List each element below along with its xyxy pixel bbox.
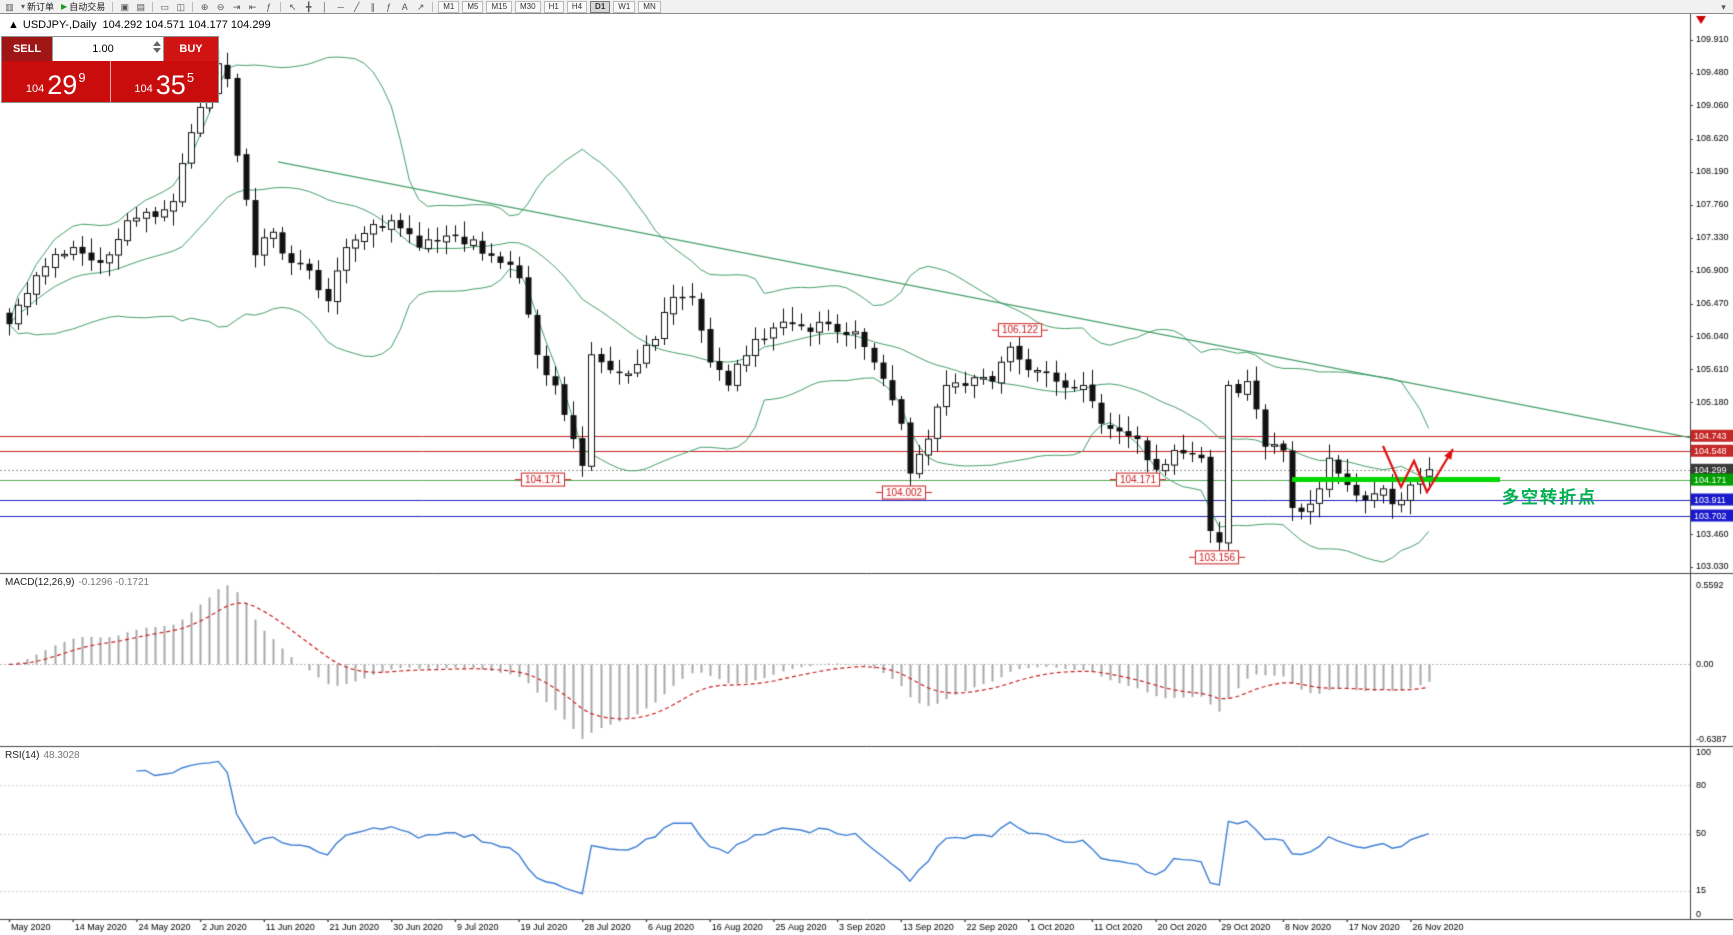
- rsi-name: RSI(14): [5, 750, 40, 761]
- sell-button[interactable]: SELL: [2, 37, 52, 61]
- crosshair-icon[interactable]: ╋: [301, 0, 316, 13]
- chart-shift-icon[interactable]: ⇤: [245, 0, 260, 13]
- zoom-in-icon[interactable]: ⊕: [197, 0, 212, 13]
- timeframe-d1-button[interactable]: D1: [590, 0, 611, 13]
- tile-windows-icon[interactable]: ◫: [173, 0, 188, 13]
- new-order-button-label: 新订单: [27, 2, 55, 12]
- profiles-icon[interactable]: ▤: [133, 0, 148, 13]
- volume-stepper: [52, 37, 164, 61]
- symbol-name: USDJPY-,Daily: [22, 19, 97, 31]
- buy-button[interactable]: BUY: [164, 37, 218, 61]
- timeframe-w1-button[interactable]: W1: [613, 0, 636, 13]
- arrow-object-icon[interactable]: ↗: [413, 0, 428, 13]
- autotrading-button-label: 自动交易: [69, 2, 106, 12]
- timeframe-m30-button[interactable]: M30: [515, 0, 541, 13]
- buy-price-prefix: 104: [134, 83, 153, 95]
- rsi-indicator-label: RSI(14) 48.3028: [5, 750, 80, 761]
- symbol-arrow-icon: ▲: [8, 19, 19, 31]
- autotrading-button[interactable]: ▶ 自动交易: [58, 0, 108, 13]
- timeframe-mn-button[interactable]: MN: [638, 0, 661, 13]
- auto-scroll-icon[interactable]: ⇥: [229, 0, 244, 13]
- macd-name: MACD(12,26,9): [5, 577, 75, 588]
- autotrading-icon: ▶: [61, 2, 68, 11]
- new-chart-icon[interactable]: ▣: [117, 0, 132, 13]
- sell-price-prefix: 104: [25, 83, 45, 95]
- sell-price-display[interactable]: 104 29 9: [2, 61, 111, 102]
- trade-prices-row: 104 29 9 104 35 5: [2, 61, 218, 102]
- cascade-windows-icon[interactable]: ▭: [157, 0, 172, 13]
- indicators-icon[interactable]: ƒ: [261, 0, 276, 13]
- rsi-value: 48.3028: [43, 750, 80, 761]
- volume-spinner: [151, 39, 162, 55]
- buy-price-display[interactable]: 104 35 5: [110, 61, 218, 102]
- toolbar-separator: [192, 1, 194, 12]
- cursor-icon[interactable]: ↖: [285, 0, 300, 13]
- buy-price-big: 35: [155, 70, 186, 100]
- chart-window-icon[interactable]: ▥: [2, 0, 17, 13]
- toolbar-separator: [432, 1, 434, 12]
- volume-increase-button[interactable]: [152, 41, 161, 46]
- macd-values: -0.1296 -0.1721: [78, 577, 150, 588]
- zoom-out-icon[interactable]: ⊖: [213, 0, 228, 13]
- toolbar: ▥ ▾ 新订单 ▶ 自动交易 ▣ ▤ ▭ ◫ ⊕ ⊖ ⇥ ⇤ ƒ ↖ ╋ │ ─ ╱ ∥ ƒ A ↗ M1 M5 M15 M30 H1…: [0, 0, 1733, 14]
- volume-decrease-button[interactable]: [152, 48, 161, 53]
- equidistant-channel-icon[interactable]: ∥: [365, 0, 380, 13]
- text-label-icon[interactable]: A: [397, 0, 412, 13]
- toolbar-separator: [280, 1, 282, 12]
- buy-price-sup: 5: [186, 70, 195, 85]
- new-order-icon: ▾: [21, 2, 26, 11]
- timeframe-m5-button[interactable]: M5: [462, 0, 484, 13]
- fibonacci-icon[interactable]: ƒ: [381, 0, 396, 13]
- toolbar-separator: [112, 1, 114, 12]
- pivot-annotation: 多空转折点: [1502, 488, 1597, 507]
- timeframe-m15-button[interactable]: M15: [486, 0, 513, 13]
- timeframe-m1-button[interactable]: M1: [438, 0, 460, 13]
- new-order-button[interactable]: ▾ 新订单: [18, 0, 57, 13]
- ohlc-values: 104.292 104.571 104.177 104.299: [102, 19, 271, 31]
- toolbar-separator: [152, 1, 154, 12]
- trendline-icon[interactable]: ╱: [349, 0, 364, 13]
- toolbar-more-icon[interactable]: ▾: [1716, 0, 1731, 13]
- trade-controls-row: SELL BUY: [2, 37, 218, 61]
- sell-price-big: 29: [47, 70, 78, 100]
- macd-indicator-label: MACD(12,26,9) -0.1296 -0.1721: [5, 577, 149, 588]
- vertical-line-icon[interactable]: │: [317, 0, 332, 13]
- sell-price-sup: 9: [78, 70, 86, 85]
- horizontal-line-icon[interactable]: ─: [333, 0, 348, 13]
- quote-line: ▲ USDJPY-,Daily 104.292 104.571 104.177 10…: [8, 19, 271, 31]
- volume-input[interactable]: [53, 37, 163, 61]
- timeframe-h1-button[interactable]: H1: [543, 0, 564, 13]
- timeframe-h4-button[interactable]: H4: [566, 0, 588, 13]
